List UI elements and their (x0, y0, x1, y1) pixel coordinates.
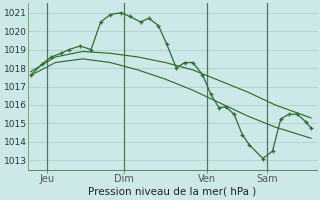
X-axis label: Pression niveau de la mer( hPa ): Pression niveau de la mer( hPa ) (88, 187, 256, 197)
